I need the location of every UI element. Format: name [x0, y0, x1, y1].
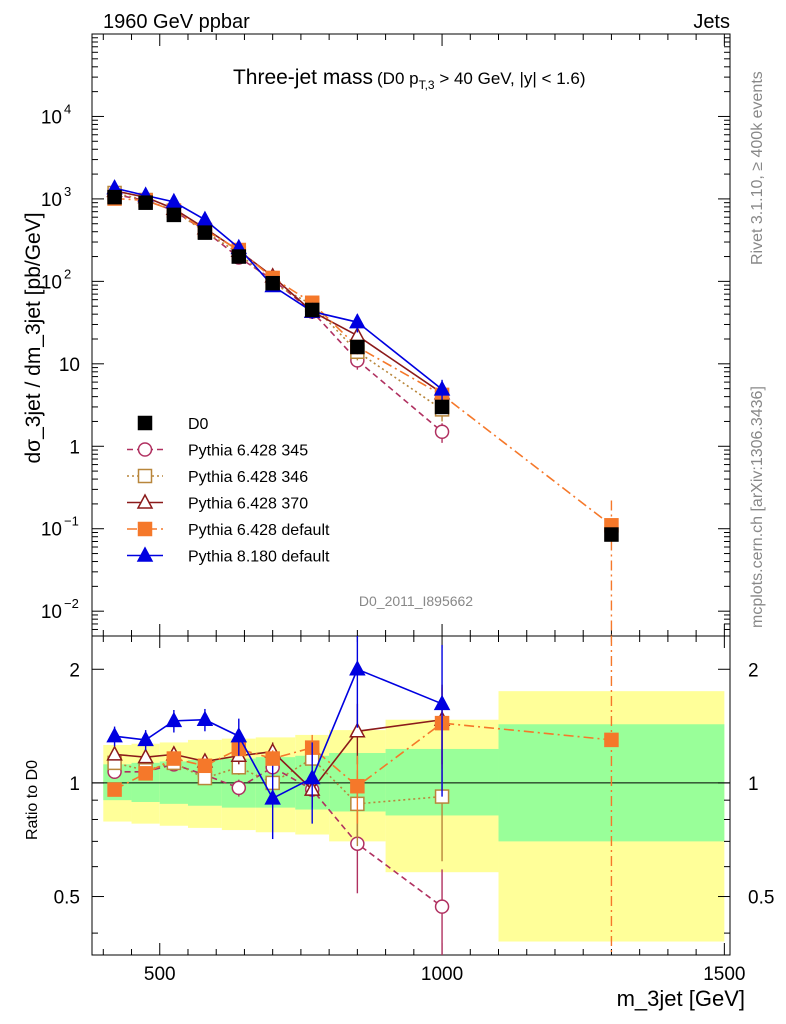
ratio-series-3-point: [604, 732, 619, 748]
legend-marker: [137, 468, 153, 484]
main-series-5-point: [349, 313, 366, 329]
main-series-1-point: [434, 424, 450, 440]
y-tick-label: 10: [41, 602, 62, 623]
legend-marker: [137, 521, 153, 537]
main-series-data-point: [304, 302, 320, 318]
legend-marker: [137, 415, 153, 431]
legend-label: Pythia 6.428 345: [188, 443, 308, 460]
y-tick-label: 10: [41, 107, 62, 128]
y-tick-label: 10: [41, 190, 62, 211]
header-left: 1960 GeV ppbar: [103, 11, 250, 33]
y-tick-exponent: 4: [64, 101, 71, 116]
y-tick-exponent: 2: [64, 266, 71, 281]
x-tick-label: 1500: [703, 964, 745, 985]
ratio-series-4-point: [196, 710, 214, 726]
rivet-label: Rivet 3.1.10, ≥ 400k events: [749, 71, 766, 265]
legend: D0 Pythia 6.428 345 Pythia 6.428 346 Pythia…: [127, 415, 330, 566]
main-series-5-point: [165, 192, 183, 209]
y-tick-label: 1: [69, 437, 80, 458]
main-series-data-point: [434, 399, 450, 415]
legend-marker: [137, 442, 153, 457]
y-axis-label: dσ_3jet / dm_3jet [pb/GeV]: [22, 212, 45, 463]
chart-title-cut: (D0 pT,3 > 40 GeV, |y| < 1.6): [377, 69, 586, 92]
main-series-5-point: [433, 380, 451, 396]
ratio-series-3-point: [138, 766, 153, 781]
ratio-series-3-point: [166, 751, 182, 766]
legend-label: Pythia 8.180 default: [188, 549, 330, 566]
y-tick-label: 10: [41, 272, 62, 293]
main-series-data-point: [166, 207, 182, 223]
ratio-series-4-point: [165, 711, 183, 728]
legend-marker: [136, 546, 154, 562]
main-series-1-line: [114, 193, 443, 433]
ratio-series-3-line: [114, 722, 612, 791]
main-series-data-point: [138, 195, 153, 210]
main-series-data-point: [231, 249, 247, 264]
legend-label: Pythia 6.428 default: [188, 522, 330, 539]
ratio-series-4-point: [433, 694, 451, 711]
ratio-series-3-point: [265, 751, 280, 766]
header-right: Jets: [693, 11, 730, 33]
y-tick-label: 10: [41, 520, 62, 541]
ratio-series-2-point: [106, 745, 123, 761]
x-axis-label: m_3jet [GeV]: [617, 986, 745, 1011]
legend-marker: [136, 493, 154, 509]
ratio-y-tick-label-right: 1: [748, 774, 759, 795]
ratio-y-tick-label-right: 0.5: [748, 888, 774, 909]
ratio-y-tick-label: 0.5: [54, 888, 80, 909]
main-series-5-point: [196, 210, 214, 226]
ratio-series-3-point: [350, 778, 365, 794]
ratio-frame: [91, 635, 731, 956]
y-tick-exponent: −1: [64, 514, 79, 529]
x-tick-label: 500: [144, 964, 176, 985]
y-tick-exponent: −2: [64, 596, 79, 611]
ratio-y-tick-label-right: 2: [748, 660, 759, 681]
ratio-series-4-point: [349, 660, 366, 676]
ratio-series-0-point: [434, 899, 450, 914]
analysis-id: D0_2011_I895662: [359, 593, 473, 609]
main-series-data-point: [107, 189, 122, 205]
ratio-panel: 500 1000 1500 0.5 0.5 1 1 2 2: [54, 635, 774, 985]
ratio-series-2-point: [137, 748, 154, 764]
main-frame: [91, 33, 731, 637]
ratio-series-4-point: [106, 727, 123, 743]
main-series-data-point: [604, 527, 619, 542]
main-series-2-line: [114, 192, 443, 411]
ratio-series-3-point: [107, 782, 122, 797]
legend-label: Pythia 6.428 370: [188, 496, 308, 513]
ratio-y-axis-label: Ratio to D0: [24, 760, 41, 840]
ratio-series-2-point: [349, 722, 366, 738]
main-series-data-point: [350, 339, 365, 355]
main-series-4-line: [114, 197, 612, 526]
main-series-data-point: [197, 225, 213, 240]
ratio-series-4-point: [137, 730, 154, 747]
main-series-data-point: [265, 275, 280, 291]
y-tick-exponent: 3: [64, 184, 71, 199]
chart-title: Three-jet mass: [233, 66, 373, 89]
legend-label: Pythia 6.428 346: [188, 469, 308, 486]
ratio-y-tick-label: 1: [69, 774, 80, 795]
ratio-series-1-point: [197, 770, 213, 786]
ratio-series-4-point: [264, 789, 281, 805]
ratio-series-4-point: [303, 768, 321, 785]
y-tick-label: 10: [59, 355, 80, 376]
ratio-y-tick-label: 2: [69, 660, 80, 681]
ratio-series-4-point: [230, 727, 248, 743]
ratio-series-3-point: [197, 758, 213, 774]
ratio-series-0-point: [231, 780, 247, 796]
x-tick-label: 1000: [421, 964, 463, 985]
legend-label: D0: [188, 416, 209, 433]
mcplots-label: mcplots.cern.ch [arXiv:1306.3436]: [749, 386, 766, 628]
